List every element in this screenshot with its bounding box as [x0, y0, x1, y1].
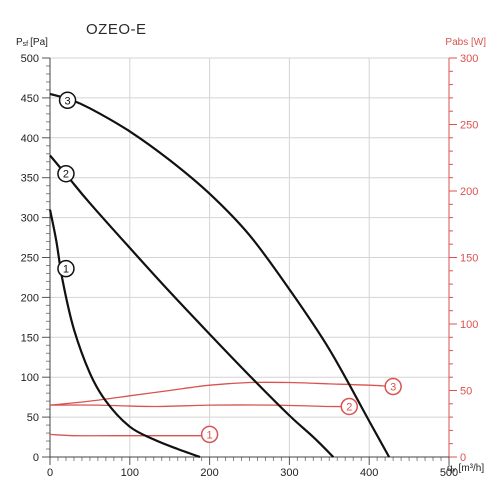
left-tick-label: 400: [21, 133, 39, 145]
x-tick-label: 500: [440, 467, 458, 479]
right-tick-label: 250: [460, 120, 478, 132]
left-tick-label: 250: [21, 253, 39, 265]
left-axis-title: Psf [Pa]: [16, 37, 48, 48]
left-axis-label-sub: sf: [23, 41, 29, 48]
left-tick-label: 50: [27, 412, 39, 424]
pressure-curve-1: [48, 209, 201, 459]
right-tick-label: 300: [460, 53, 478, 65]
left-axis-label-main: P: [16, 37, 23, 48]
left-tick-label: 100: [21, 372, 39, 384]
pressure-curve-marker-2: [57, 164, 75, 183]
left-tick-label: 150: [21, 332, 39, 344]
pressure-curve-2: [49, 154, 335, 458]
right-tick-label: 50: [460, 386, 472, 398]
right-tick-label: 200: [460, 186, 478, 198]
x-tick-label: 300: [280, 467, 298, 479]
right-axis-title: Pabs [W]: [445, 37, 486, 48]
right-tick-label: 150: [460, 253, 478, 265]
power-curve-label-3: 3: [390, 382, 396, 394]
curve-labels: 1 2 3 1 2 3: [57, 91, 402, 444]
pressure-curve-marker-1: [57, 259, 75, 278]
pressure-curve-label-3: 3: [64, 95, 70, 107]
pressure-curve-marker-3: [58, 91, 77, 110]
left-tick-label: 450: [21, 93, 39, 105]
x-axis-ticks: 0 100 200 300 400 500: [47, 457, 458, 479]
power-curve-label-1: 1: [207, 429, 213, 441]
x-tick-label: 100: [121, 467, 139, 479]
power-curve-marker-3: [384, 377, 402, 396]
x-axis-title: qᵥ [m³/h]: [447, 463, 484, 474]
left-tick-label: 200: [21, 292, 39, 304]
power-curve-marker-1: [200, 425, 219, 444]
chart-title: OZEO-E: [86, 21, 147, 38]
right-tick-label: 100: [460, 319, 478, 331]
pressure-curve-label-2: 2: [63, 169, 69, 181]
left-tick-label: 0: [33, 452, 39, 464]
power-curve-label-2: 2: [346, 401, 352, 413]
right-axis-ticks: 0 50 100 150 200 250 300: [449, 53, 478, 464]
right-tick-label: 0: [460, 452, 466, 464]
x-tick-label: 200: [200, 467, 218, 479]
pressure-curve-label-1: 1: [63, 264, 69, 276]
left-tick-label: 500: [21, 53, 39, 65]
pressure-curve-3: [49, 92, 391, 458]
x-tick-label: 400: [360, 467, 378, 479]
left-axis-label-unit: [Pa]: [30, 37, 48, 48]
power-curve-1: [49, 433, 210, 437]
left-tick-label: 300: [21, 213, 39, 225]
power-curve-marker-2: [340, 397, 358, 416]
power-curve-2: [49, 404, 350, 408]
left-tick-label: 350: [21, 173, 39, 185]
x-tick-label: 0: [47, 467, 53, 479]
pressure-curves: [48, 92, 391, 459]
left-axis-ticks: 0 50 100 150 200 250 300 350 400 450 500: [21, 53, 50, 464]
